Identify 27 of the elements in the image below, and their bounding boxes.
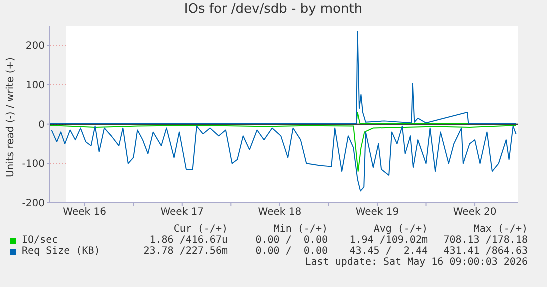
text: 0.00 / 0.00 xyxy=(254,235,328,246)
text: 23.78 /227.56m xyxy=(142,246,228,257)
y-axis-title: Units read (-) / write (+) xyxy=(6,56,16,178)
x-tick-label: Week 16 xyxy=(63,207,106,218)
text: 0.00 / 0.00 xyxy=(254,246,328,257)
text: 1.86 /416.67u xyxy=(148,235,228,246)
y-tick-label: -200 xyxy=(22,198,45,210)
text: 708.13 /178.18 xyxy=(442,235,528,246)
y-tick-label: 0 xyxy=(38,120,45,131)
chart-title: IOs for /dev/sdb - by month xyxy=(183,2,364,17)
y-tick-label: -100 xyxy=(22,159,45,170)
text: Avg (-/+) xyxy=(372,224,428,235)
text: 1.94 /109.02m xyxy=(348,235,428,246)
text: 431.41 /864.63 xyxy=(442,246,528,257)
y-tick-label: 100 xyxy=(26,80,45,92)
text: Last update: Sat May 16 09:00:03 2026 xyxy=(304,257,528,268)
text: Cur (-/+) xyxy=(172,224,228,235)
legend-label: IO/sec xyxy=(21,235,60,246)
y-tick-label: 200 xyxy=(26,41,45,52)
text: Max (-/+) xyxy=(472,224,528,235)
x-tick-label: Week 18 xyxy=(258,207,302,218)
x-tick-label: Week 20 xyxy=(453,207,497,218)
text: 43.45 / 2.44 xyxy=(348,246,428,257)
x-tick-label: Week 17 xyxy=(160,207,204,218)
x-tick-label: Week 19 xyxy=(356,207,400,218)
text: Min (-/+) xyxy=(272,224,328,235)
legend-label: Req Size (KB) xyxy=(21,246,102,257)
